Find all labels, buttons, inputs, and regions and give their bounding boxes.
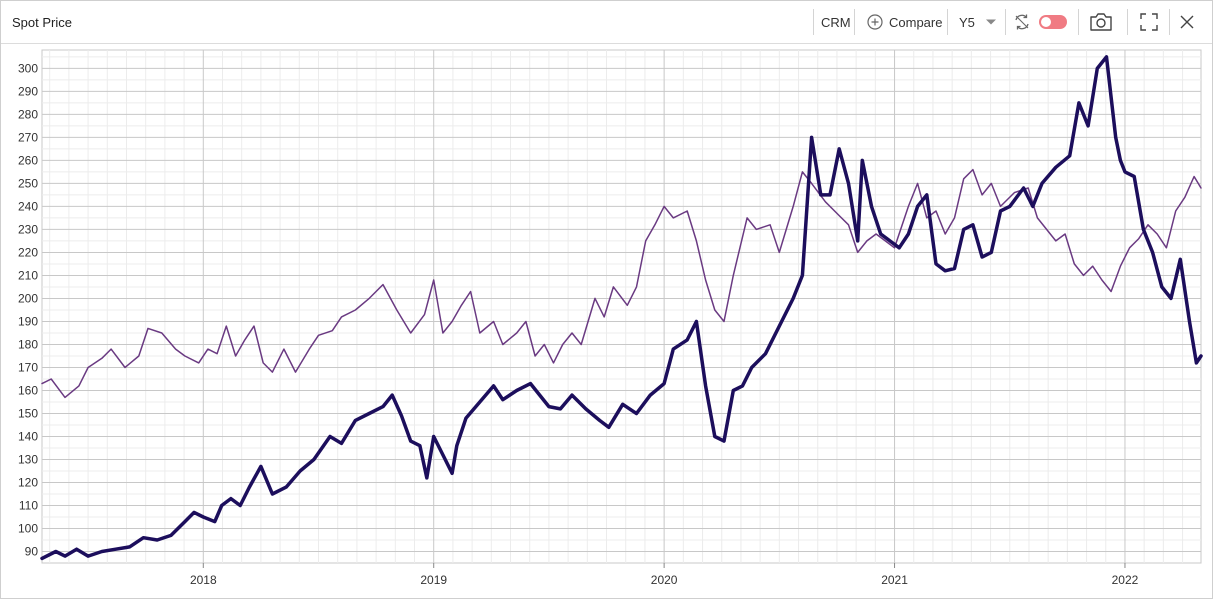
y-tick-label: 250 — [18, 176, 38, 190]
sync-button[interactable] — [1013, 1, 1031, 43]
plot-area — [41, 49, 1202, 564]
series-line-main — [40, 55, 1203, 561]
x-tick-label: 2018 — [190, 573, 217, 587]
y-tick-label: 300 — [18, 61, 38, 75]
toolbar-divider — [1169, 9, 1170, 35]
y-tick-label: 190 — [18, 314, 38, 328]
camera-icon — [1090, 13, 1112, 31]
fullscreen-icon — [1140, 13, 1158, 31]
toolbar-divider — [1127, 9, 1128, 35]
price-chart[interactable]: 90 100 110 120 130 140 150 160 170 180 190 200 210 22… — [1, 44, 1212, 597]
toolbar-divider — [1078, 9, 1079, 35]
y-tick-label: 180 — [18, 337, 38, 351]
y-tick-label: 280 — [18, 107, 38, 121]
compare-button[interactable]: Compare — [867, 1, 942, 43]
sync-icon — [1015, 14, 1029, 30]
y-tick-label: 230 — [18, 222, 38, 236]
y-tick-label: 240 — [18, 199, 38, 213]
ticker-button[interactable]: CRM — [821, 14, 851, 30]
toggle-knob — [1041, 17, 1051, 27]
toolbar-divider — [854, 9, 855, 35]
compare-label: Compare — [889, 14, 943, 30]
y-tick-label: 290 — [18, 84, 38, 98]
screenshot-button[interactable] — [1089, 1, 1113, 43]
chart-title: Spot Price — [12, 15, 72, 30]
period-label: Y5 — [959, 14, 975, 30]
y-tick-label: 210 — [18, 268, 38, 282]
fullscreen-button[interactable] — [1140, 1, 1158, 43]
y-tick-label: 100 — [18, 521, 38, 535]
close-button[interactable] — [1179, 1, 1195, 43]
y-tick-label: 110 — [19, 498, 38, 512]
x-tick-label: 2021 — [881, 573, 908, 587]
toolbar-divider — [813, 9, 814, 35]
period-dropdown[interactable]: Y5 — [959, 1, 997, 43]
y-tick-label: 170 — [18, 360, 38, 374]
x-tick-label: 2020 — [651, 573, 678, 587]
toolbar-divider — [1005, 9, 1006, 35]
y-tick-label: 90 — [25, 544, 39, 558]
y-tick-label: 220 — [18, 245, 38, 259]
chevron-down-icon — [985, 19, 996, 25]
y-tick-label: 200 — [18, 291, 38, 305]
y-tick-label: 260 — [18, 153, 38, 167]
y-tick-label: 120 — [18, 475, 38, 489]
close-icon — [1180, 15, 1194, 29]
toolbar-divider — [947, 9, 948, 35]
y-tick-label: 130 — [18, 452, 38, 466]
y-tick-label: 140 — [18, 429, 38, 443]
chart-header: Spot Price CRM Compare Y5 — [1, 1, 1212, 44]
plus-circle-icon — [867, 14, 883, 30]
y-tick-label: 270 — [18, 130, 38, 144]
x-tick-label: 2019 — [420, 573, 447, 587]
toggle-switch[interactable] — [1039, 15, 1067, 29]
y-tick-label: 160 — [18, 383, 38, 397]
y-tick-label: 150 — [18, 406, 38, 420]
x-tick-label: 2022 — [1112, 573, 1139, 587]
